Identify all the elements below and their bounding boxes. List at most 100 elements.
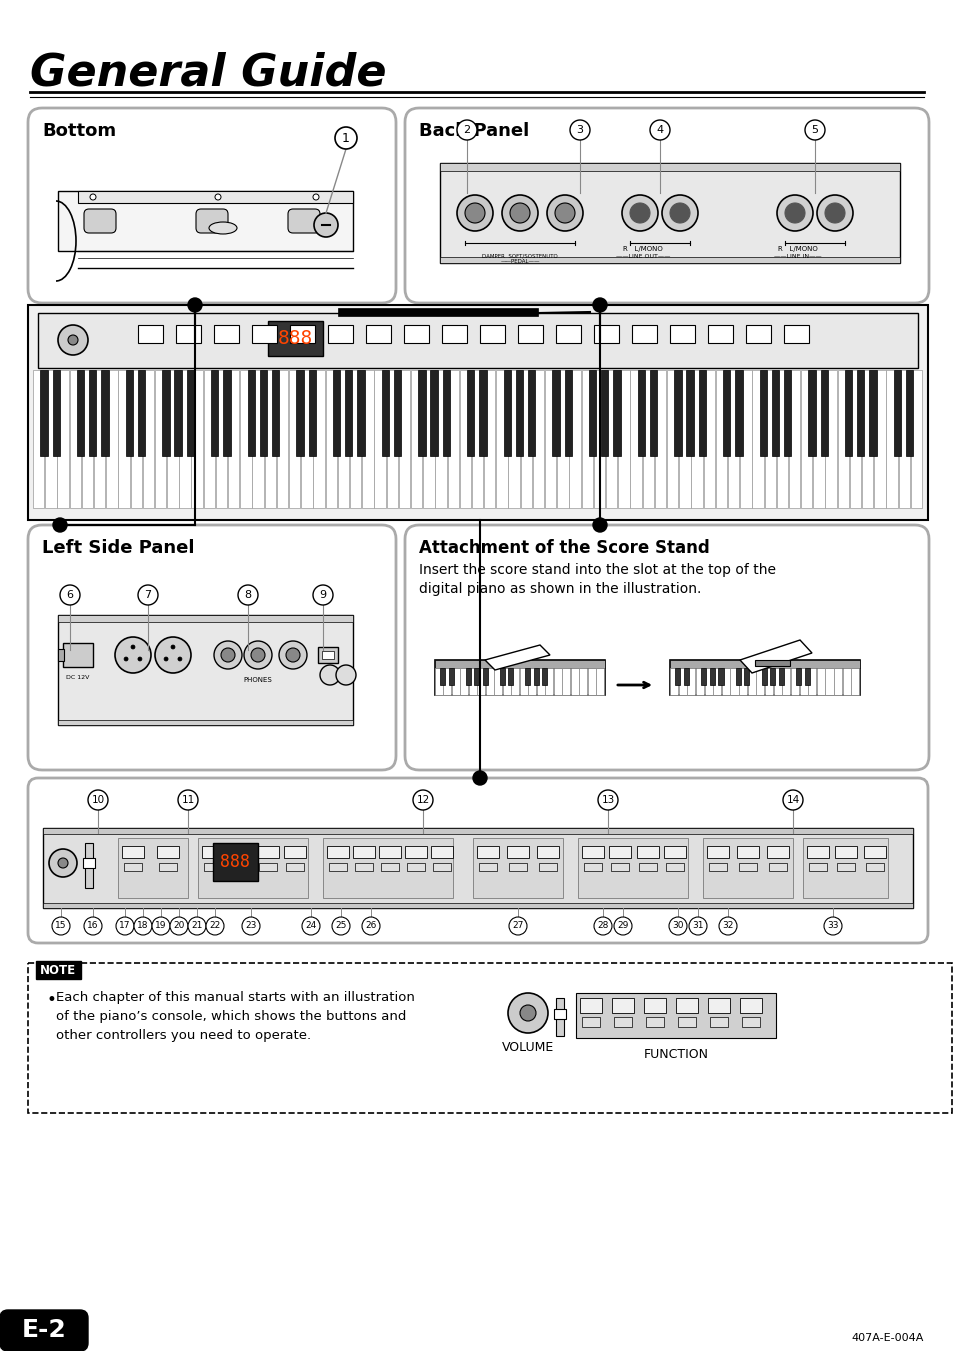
Bar xyxy=(669,326,695,343)
Bar xyxy=(485,667,494,694)
Bar xyxy=(366,326,391,343)
Bar xyxy=(159,863,177,871)
Bar xyxy=(268,322,323,357)
Bar xyxy=(327,846,349,858)
Circle shape xyxy=(164,657,168,661)
FancyBboxPatch shape xyxy=(195,209,228,232)
Circle shape xyxy=(60,585,80,605)
Bar xyxy=(706,846,728,858)
Bar xyxy=(741,1017,760,1027)
Bar xyxy=(740,998,761,1013)
Text: 25: 25 xyxy=(335,921,346,931)
Bar xyxy=(28,305,927,520)
Bar xyxy=(773,667,781,694)
Bar xyxy=(893,370,901,455)
Bar xyxy=(77,370,84,455)
Bar xyxy=(314,370,324,508)
Bar xyxy=(459,370,471,508)
Bar xyxy=(578,667,587,694)
Circle shape xyxy=(188,917,206,935)
Text: 16: 16 xyxy=(87,921,99,931)
Bar xyxy=(637,846,659,858)
Bar xyxy=(764,667,772,694)
Bar xyxy=(63,643,92,667)
Bar xyxy=(45,370,56,508)
Bar xyxy=(581,1017,599,1027)
Bar xyxy=(469,667,476,694)
Text: E-2: E-2 xyxy=(22,1319,67,1342)
Text: General Guide: General Guide xyxy=(30,51,386,95)
Circle shape xyxy=(313,195,318,200)
Bar xyxy=(417,370,425,455)
Bar xyxy=(289,370,300,508)
Bar xyxy=(40,370,48,455)
Bar xyxy=(778,667,783,685)
Bar xyxy=(508,667,513,685)
Circle shape xyxy=(784,203,804,223)
Bar xyxy=(862,370,873,508)
Bar xyxy=(654,370,665,508)
Bar xyxy=(630,370,641,508)
Text: 28: 28 xyxy=(597,921,608,931)
Circle shape xyxy=(171,644,174,648)
Text: Back Panel: Back Panel xyxy=(418,122,529,141)
Text: 8: 8 xyxy=(244,590,252,600)
Bar xyxy=(707,326,732,343)
Bar xyxy=(93,370,105,508)
Bar xyxy=(766,846,788,858)
FancyBboxPatch shape xyxy=(84,209,116,232)
Bar xyxy=(256,846,278,858)
Bar xyxy=(443,667,451,694)
Bar xyxy=(473,838,562,898)
Bar xyxy=(78,190,353,203)
Text: VOLUME: VOLUME xyxy=(501,1042,554,1054)
Bar xyxy=(664,846,686,858)
Bar xyxy=(435,370,446,508)
Circle shape xyxy=(546,195,582,231)
Ellipse shape xyxy=(209,222,236,234)
Text: ——LINE IN——: ——LINE IN—— xyxy=(774,254,821,259)
Bar xyxy=(730,667,738,694)
Bar xyxy=(433,863,451,871)
Bar xyxy=(374,370,385,508)
Bar xyxy=(286,863,304,871)
Text: 19: 19 xyxy=(155,921,167,931)
Bar xyxy=(405,846,427,858)
Circle shape xyxy=(501,195,537,231)
Circle shape xyxy=(804,120,824,141)
Circle shape xyxy=(598,790,618,811)
Text: FUNCTION: FUNCTION xyxy=(643,1048,708,1061)
Bar xyxy=(478,863,497,871)
Bar xyxy=(898,370,909,508)
Text: 21: 21 xyxy=(192,921,202,931)
Bar xyxy=(581,846,603,858)
Text: 30: 30 xyxy=(672,921,683,931)
FancyBboxPatch shape xyxy=(0,1310,88,1351)
Circle shape xyxy=(313,585,333,605)
Circle shape xyxy=(413,790,433,811)
Text: •: • xyxy=(46,992,56,1009)
Circle shape xyxy=(629,203,649,223)
Circle shape xyxy=(84,917,102,935)
Circle shape xyxy=(456,120,476,141)
Bar xyxy=(679,370,690,508)
Bar xyxy=(472,370,483,508)
Bar xyxy=(579,998,601,1013)
Bar xyxy=(804,667,809,685)
Bar xyxy=(38,313,917,367)
Bar xyxy=(322,651,334,659)
Text: 13: 13 xyxy=(600,794,614,805)
Bar xyxy=(511,667,519,694)
Bar xyxy=(808,863,826,871)
Circle shape xyxy=(688,917,706,935)
Bar xyxy=(213,326,239,343)
Bar xyxy=(713,667,720,694)
Bar xyxy=(213,843,257,881)
Circle shape xyxy=(593,517,606,532)
Bar xyxy=(537,846,558,858)
FancyBboxPatch shape xyxy=(405,108,928,303)
Bar xyxy=(578,838,687,898)
Bar xyxy=(411,370,422,508)
Bar xyxy=(740,370,751,508)
Bar xyxy=(232,863,250,871)
